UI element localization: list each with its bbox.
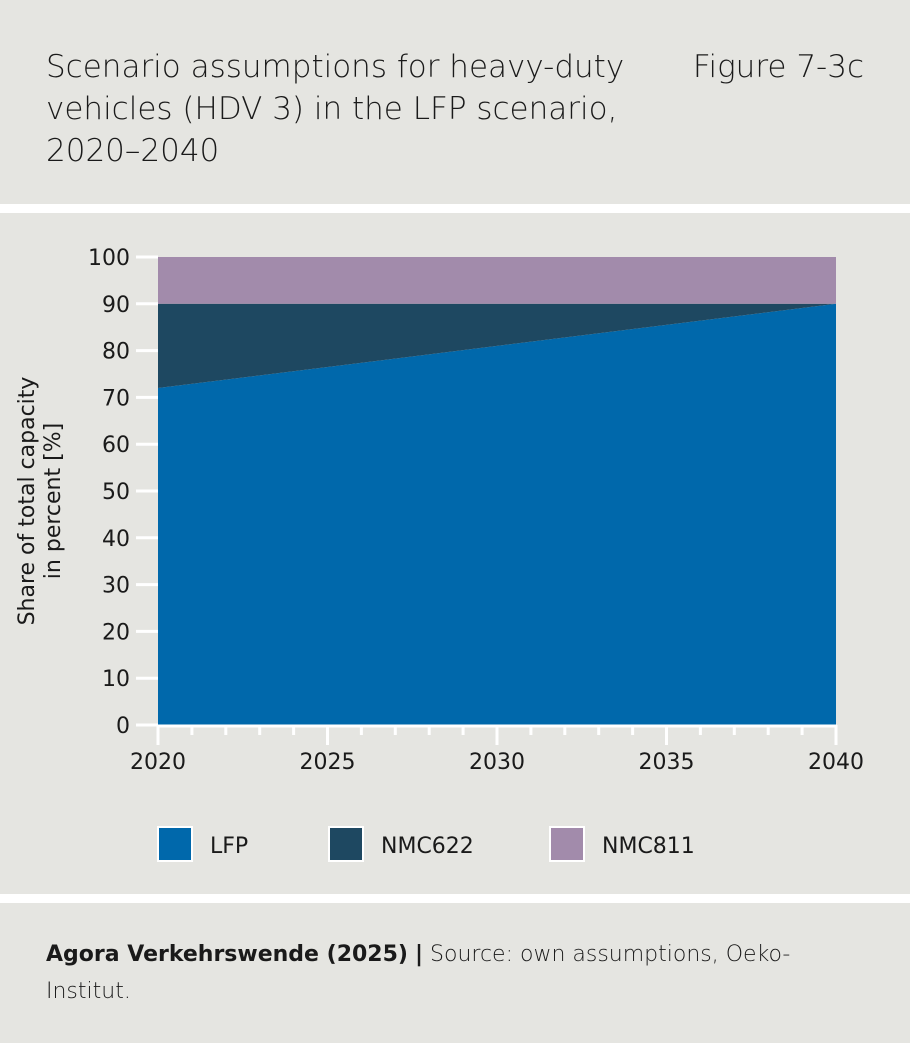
figure-label: Figure 7-3c [692, 49, 864, 85]
source-text: Source: own assumptions, Oeko-Institut. [46, 942, 791, 1004]
x-tick-label: 2025 [300, 750, 356, 775]
y-tick-label: 50 [102, 480, 130, 505]
y-tick-label: 60 [102, 433, 130, 458]
x-tick-label: 2030 [469, 750, 525, 775]
x-tick-label: 2040 [808, 750, 864, 775]
y-tick-label: 20 [102, 620, 130, 645]
legend-swatch-nmc622 [328, 826, 364, 862]
legend-label: NMC811 [602, 834, 695, 859]
x-tick-label: 2020 [130, 750, 186, 775]
y-tick-label: 40 [102, 527, 130, 552]
y-tick-label: 100 [88, 246, 130, 271]
area-nmc622 [158, 303, 836, 389]
footer-band [0, 903, 910, 1043]
y-tick-label: 10 [102, 667, 130, 692]
legend-label: NMC622 [381, 834, 474, 859]
x-tick-label: 2035 [639, 750, 695, 775]
area-lfp [158, 303, 836, 725]
legend-swatch-nmc811 [549, 826, 585, 862]
y-axis-label: Share of total capacityin percent [%] [15, 377, 66, 626]
y-tick-label: 90 [102, 293, 130, 318]
area-nmc811 [158, 257, 836, 304]
chart-title: Scenario assumptions for heavy-duty vehi… [46, 49, 625, 169]
publisher: Agora Verkehrswende (2025) [46, 942, 408, 967]
y-tick-label: 80 [102, 340, 130, 365]
y-tick-label: 0 [116, 714, 130, 739]
y-tick-label: 70 [102, 386, 130, 411]
legend-swatch-lfp [157, 826, 193, 862]
legend-label: LFP [210, 834, 248, 859]
source-note: Agora Verkehrswende (2025) | Source: own… [46, 936, 866, 1010]
separator: | [414, 942, 424, 967]
y-tick-label: 30 [102, 574, 130, 599]
header-band [0, 0, 910, 204]
